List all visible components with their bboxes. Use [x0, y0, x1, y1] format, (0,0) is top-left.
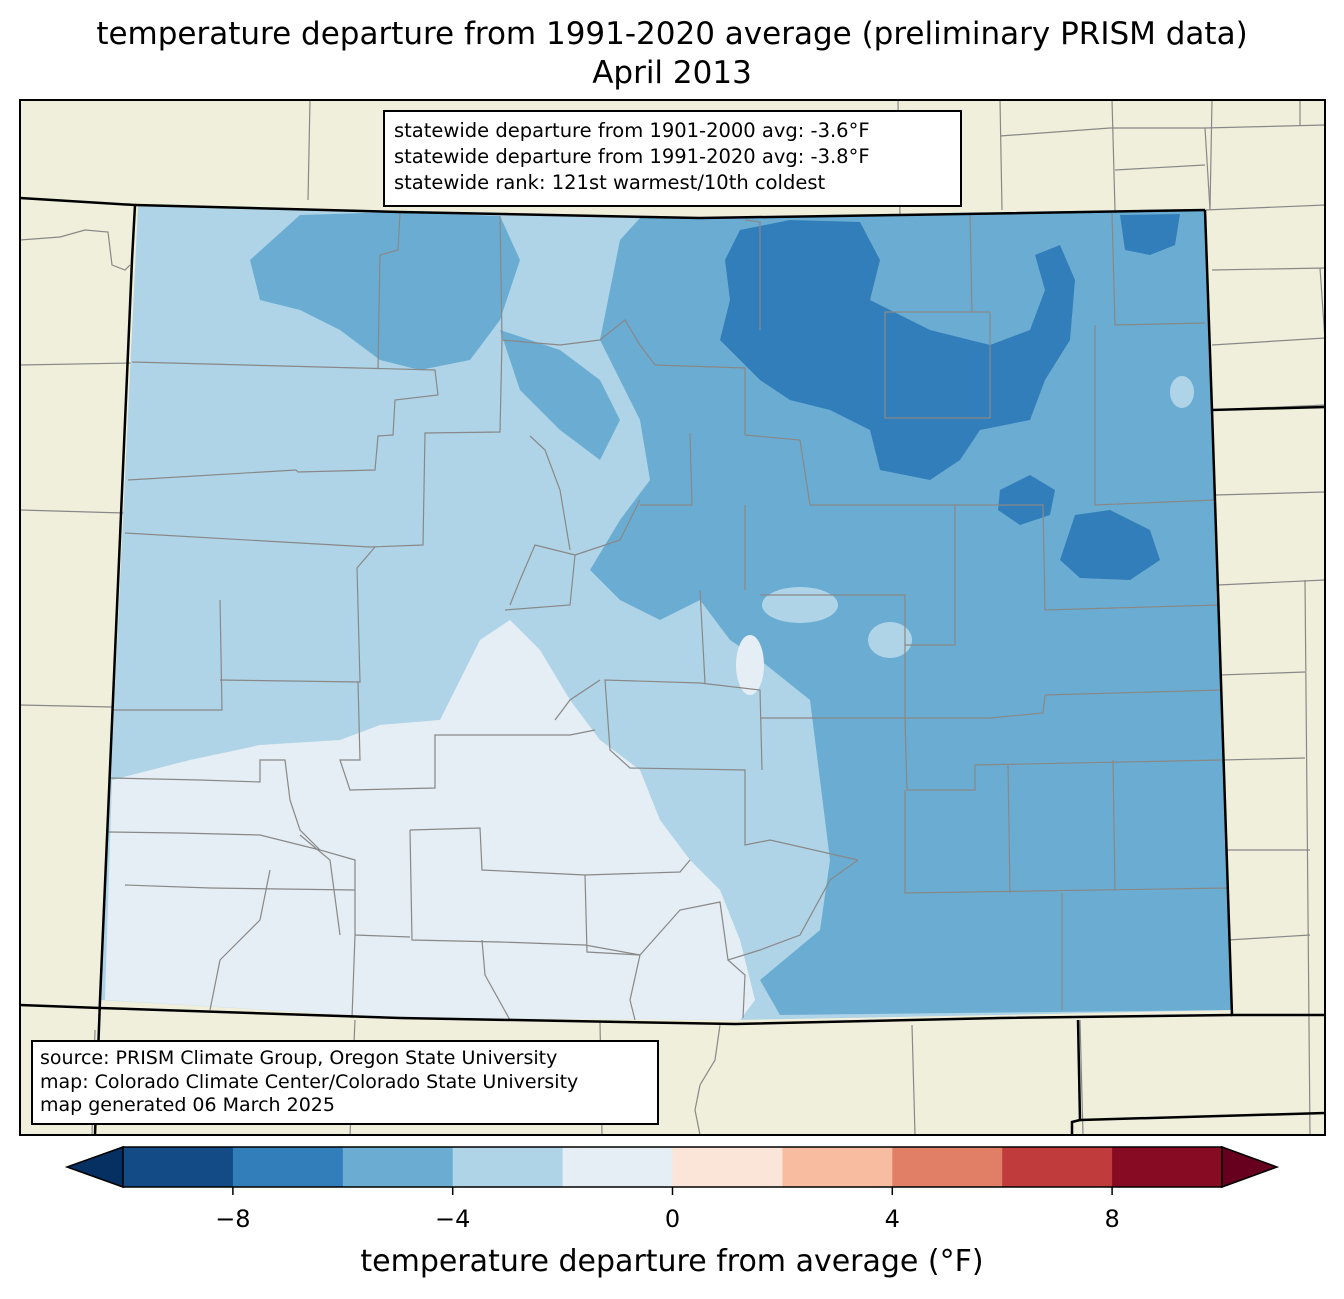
zone-moderate-blue-nw	[250, 212, 520, 370]
colorbar-extend-high	[1221, 1145, 1280, 1189]
map-frame	[19, 99, 1326, 1136]
colorbar-bin	[232, 1147, 344, 1187]
neighbor-county-lines	[19, 99, 1326, 1136]
zone-moderate-blue-mid	[500, 330, 620, 460]
colorbar-bin	[672, 1147, 783, 1187]
statewide-stats-box: statewide departure from 1901-2000 avg: …	[383, 110, 962, 207]
colorbar-tick-label: −8	[215, 1205, 251, 1233]
colorbar-tick-label: 4	[884, 1205, 900, 1233]
zone-moderate-blue	[590, 210, 1232, 1015]
colorbar-bin	[1002, 1147, 1113, 1187]
stats-line-1901-2000: statewide departure from 1901-2000 avg: …	[394, 119, 870, 142]
colorbar-label: temperature departure from average (°F)	[360, 1244, 984, 1279]
credits-generated: map generated 06 March 2025	[40, 1094, 335, 1116]
colorado-county-lines	[107, 212, 1229, 1021]
zone-strong-blue-east	[1060, 510, 1160, 580]
colorbar-bin	[562, 1147, 673, 1187]
zone-strong-blue	[720, 220, 1075, 480]
credits-box: source: PRISM Climate Group, Oregon Stat…	[31, 1040, 659, 1125]
colorbar-bin	[892, 1147, 1003, 1187]
credits-map: map: Colorado Climate Center/Colorado St…	[40, 1070, 579, 1093]
stats-line-1991-2020: statewide departure from 1991-2020 avg: …	[394, 145, 870, 168]
colorbar-extend-low	[64, 1145, 124, 1189]
light-patch	[1170, 376, 1194, 408]
map-subtitle: April 2013	[592, 55, 752, 91]
colorbar-bin	[342, 1147, 454, 1187]
colorbar-bin	[782, 1147, 893, 1187]
colorbar-tick-label: 8	[1104, 1205, 1120, 1233]
credits-source: source: PRISM Climate Group, Oregon Stat…	[40, 1047, 558, 1069]
light-patch	[762, 587, 838, 623]
state-boundaries	[19, 196, 1326, 1136]
colorbar-tick-label: 0	[664, 1205, 681, 1233]
colorbar-bin	[1112, 1147, 1223, 1187]
colorbar-tick-label: −4	[434, 1205, 471, 1233]
stats-line-rank: statewide rank: 121st warmest/10th colde…	[394, 171, 826, 194]
colorbar-bin	[123, 1147, 234, 1187]
map-title: temperature departure from 1991-2020 ave…	[96, 16, 1248, 52]
colorbar-bin	[452, 1147, 564, 1187]
light-patch	[736, 635, 764, 695]
light-patch	[868, 622, 912, 658]
zone-near-average	[105, 620, 755, 1020]
zone-strong-blue-corner	[1120, 214, 1180, 255]
zone-strong-blue-blob	[998, 475, 1055, 525]
colorbar	[64, 1145, 1280, 1195]
